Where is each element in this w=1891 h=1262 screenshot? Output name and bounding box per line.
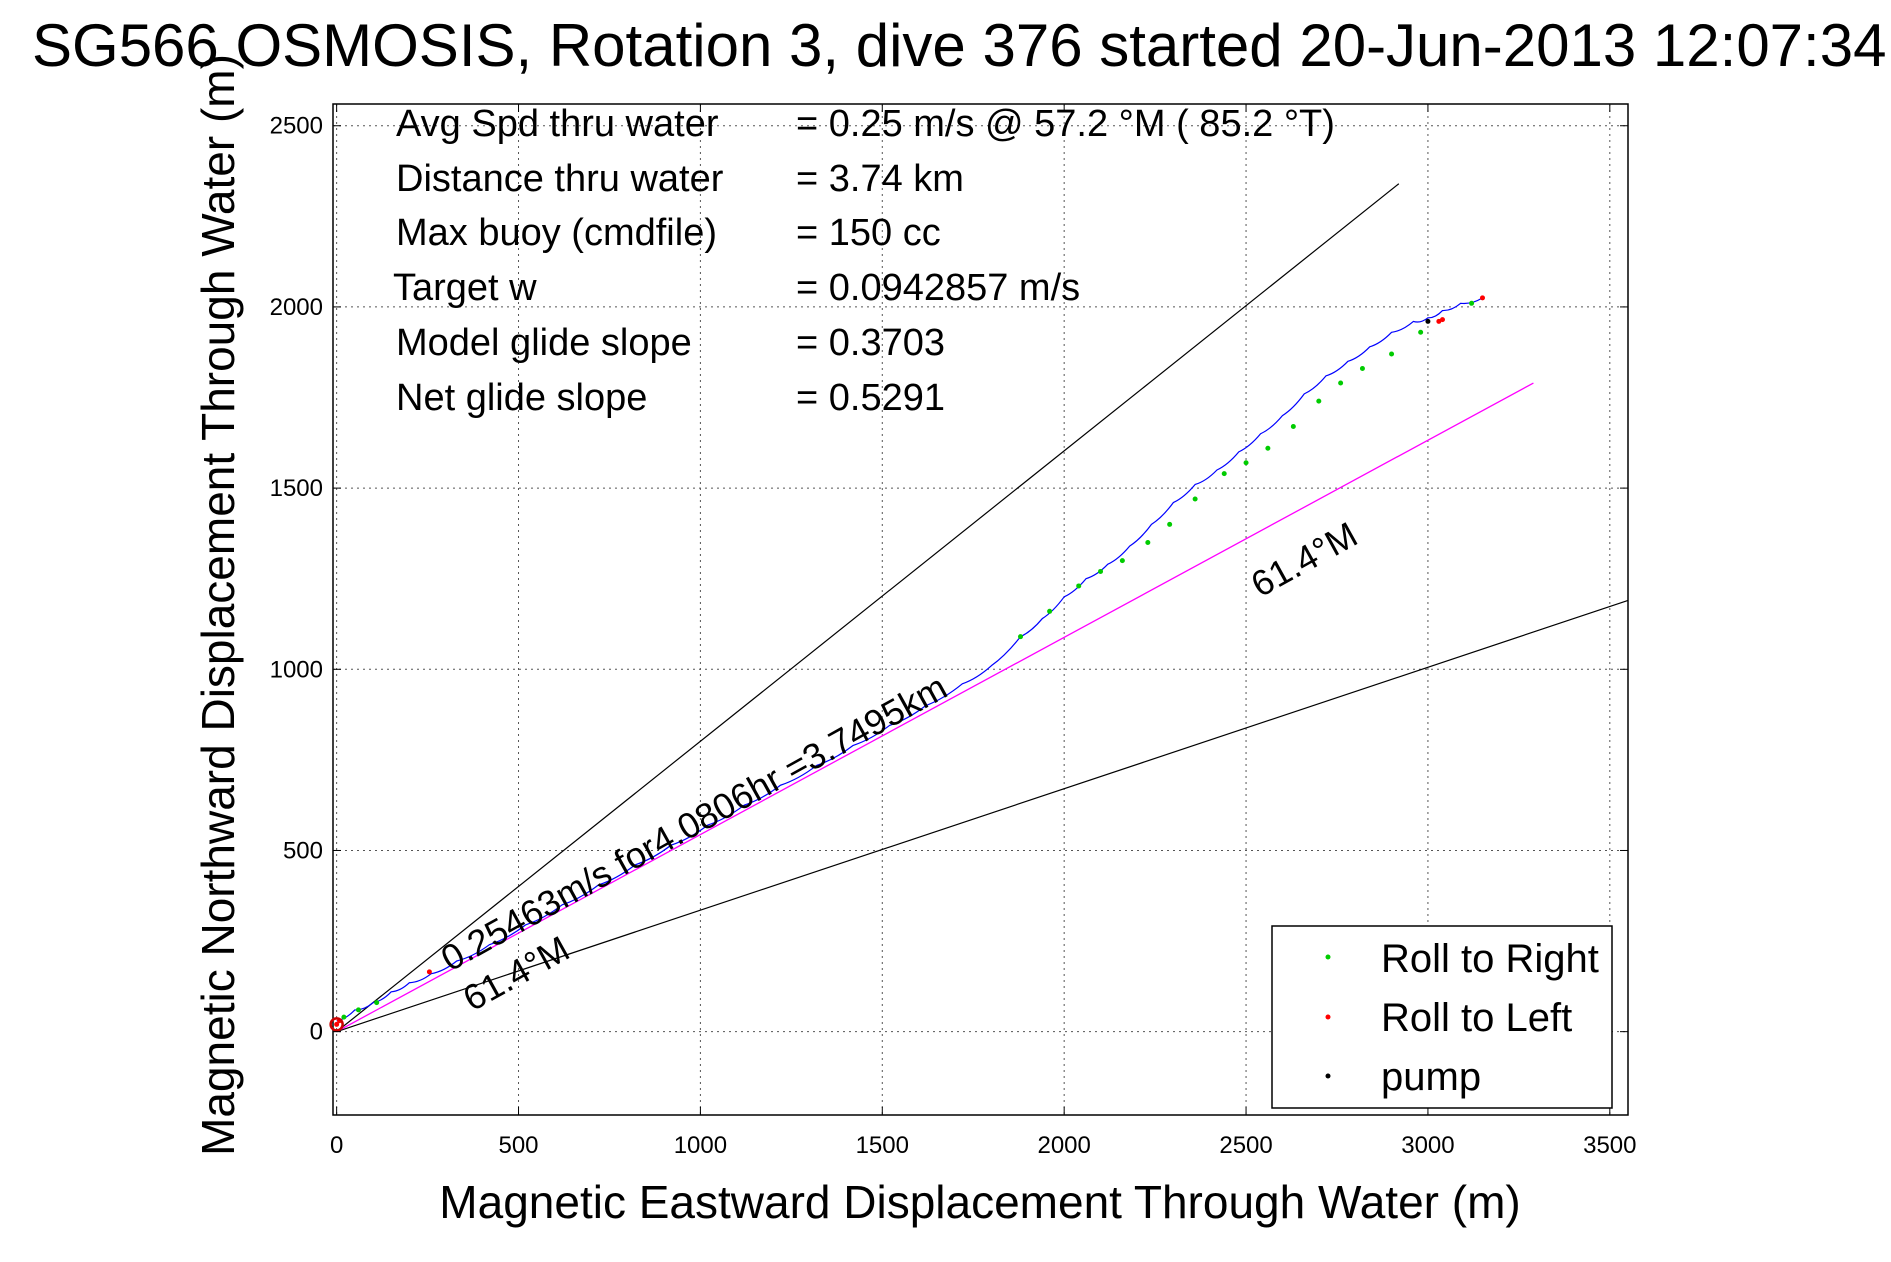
point-roll-to-right bbox=[1338, 380, 1344, 386]
y-tick-label: 500 bbox=[283, 837, 323, 864]
point-roll-to-right bbox=[1018, 634, 1024, 640]
y-tick-label: 2000 bbox=[270, 294, 323, 321]
info-value-max-buoy: = 150 cc bbox=[796, 212, 941, 254]
heading-line bbox=[336, 382, 1534, 1033]
glide-slope-line bbox=[336, 599, 1629, 1033]
info-label-model-glide-slope: Model glide slope bbox=[396, 322, 692, 364]
point-roll-to-right bbox=[1316, 398, 1322, 404]
y-axis-ticks: 0 500 1000 1500 2000 2500 bbox=[270, 113, 1628, 1046]
point-pump bbox=[1425, 318, 1431, 324]
point-roll-to-right bbox=[1243, 460, 1249, 466]
point-roll-to-right bbox=[1265, 445, 1271, 451]
reference-lines bbox=[336, 183, 1629, 1033]
x-axis-label: Magnetic Eastward Displacement Through W… bbox=[439, 1176, 1520, 1228]
point-roll-to-right bbox=[1389, 351, 1395, 357]
point-roll-to-right bbox=[374, 1000, 380, 1006]
info-label-net-glide-slope: Net glide slope bbox=[396, 377, 647, 419]
point-roll-to-right bbox=[1167, 521, 1173, 527]
legend-label-roll-to-right: Roll to Right bbox=[1381, 937, 1599, 981]
x-tick-label: 3500 bbox=[1583, 1132, 1636, 1159]
point-roll-to-right bbox=[1047, 608, 1053, 614]
series-layer bbox=[329, 295, 1485, 1032]
x-tick-label: 0 bbox=[330, 1132, 343, 1159]
point-roll-to-right bbox=[341, 1014, 347, 1020]
info-value-model-glide-slope: = 0.3703 bbox=[796, 322, 945, 364]
chart-title: SG566 OSMOSIS, Rotation 3, dive 376 star… bbox=[32, 12, 1886, 79]
point-roll-to-right bbox=[1145, 539, 1151, 545]
point-roll-to-right bbox=[1192, 496, 1198, 502]
x-tick-label: 3000 bbox=[1401, 1132, 1454, 1159]
x-tick-label: 1000 bbox=[674, 1132, 727, 1159]
legend-marker-roll-to-left bbox=[1325, 1014, 1331, 1020]
point-roll-to-left bbox=[1479, 295, 1485, 301]
x-tick-label: 2500 bbox=[1219, 1132, 1272, 1159]
legend-marker-pump bbox=[1325, 1073, 1331, 1079]
point-roll-to-left bbox=[1439, 317, 1445, 323]
point-roll-to-right bbox=[1076, 583, 1082, 589]
dive-start-marker bbox=[329, 1017, 344, 1032]
legend-label-roll-to-left: Roll to Left bbox=[1381, 996, 1572, 1040]
info-label-target-w: Target w bbox=[393, 267, 537, 309]
glide-slope-line bbox=[336, 183, 1400, 1033]
legend: Roll to Right Roll to Left pump bbox=[1271, 925, 1613, 1109]
info-value-avg-speed: = 0.25 m/s @ 57.2 °M ( 85.2 °T) bbox=[796, 103, 1335, 145]
info-label-distance: Distance thru water bbox=[396, 158, 724, 200]
info-label-avg-speed: Avg Spd thru water bbox=[396, 103, 719, 145]
point-roll-to-left bbox=[334, 1021, 340, 1027]
plot-area bbox=[329, 103, 1629, 1116]
point-roll-to-right bbox=[1119, 558, 1125, 564]
y-axis-label: Magnetic Northward Displacement Through … bbox=[192, 54, 244, 1156]
grid-lines bbox=[333, 104, 1628, 1115]
info-label-max-buoy: Max buoy (cmdfile) bbox=[396, 212, 717, 254]
dive-info-block: Avg Spd thru water = 0.25 m/s @ 57.2 °M … bbox=[393, 103, 1335, 419]
point-roll-to-right bbox=[1418, 329, 1424, 335]
legend-marker-roll-to-right bbox=[1325, 954, 1331, 960]
info-value-target-w: = 0.0942857 m/s bbox=[796, 267, 1080, 309]
point-roll-to-right bbox=[1290, 424, 1296, 430]
point-roll-to-right bbox=[1221, 471, 1227, 477]
y-tick-label: 2500 bbox=[270, 113, 323, 140]
info-value-distance: = 3.74 km bbox=[796, 158, 964, 200]
x-axis-ticks: 0 500 1000 1500 2000 2500 3000 3500 bbox=[330, 104, 1637, 1159]
y-tick-label: 0 bbox=[310, 1019, 323, 1046]
x-tick-label: 2000 bbox=[1037, 1132, 1090, 1159]
y-tick-label: 1000 bbox=[270, 656, 323, 683]
point-roll-to-right bbox=[1359, 366, 1365, 372]
point-roll-to-right bbox=[355, 1007, 361, 1013]
info-value-net-glide-slope: = 0.5291 bbox=[796, 377, 945, 419]
y-tick-label: 1500 bbox=[270, 475, 323, 502]
x-tick-label: 500 bbox=[498, 1132, 538, 1159]
x-tick-label: 1500 bbox=[856, 1132, 909, 1159]
point-roll-to-left bbox=[426, 969, 432, 975]
point-roll-to-right bbox=[1098, 568, 1104, 574]
legend-label-pump: pump bbox=[1381, 1055, 1481, 1099]
point-roll-to-right bbox=[1469, 300, 1475, 306]
